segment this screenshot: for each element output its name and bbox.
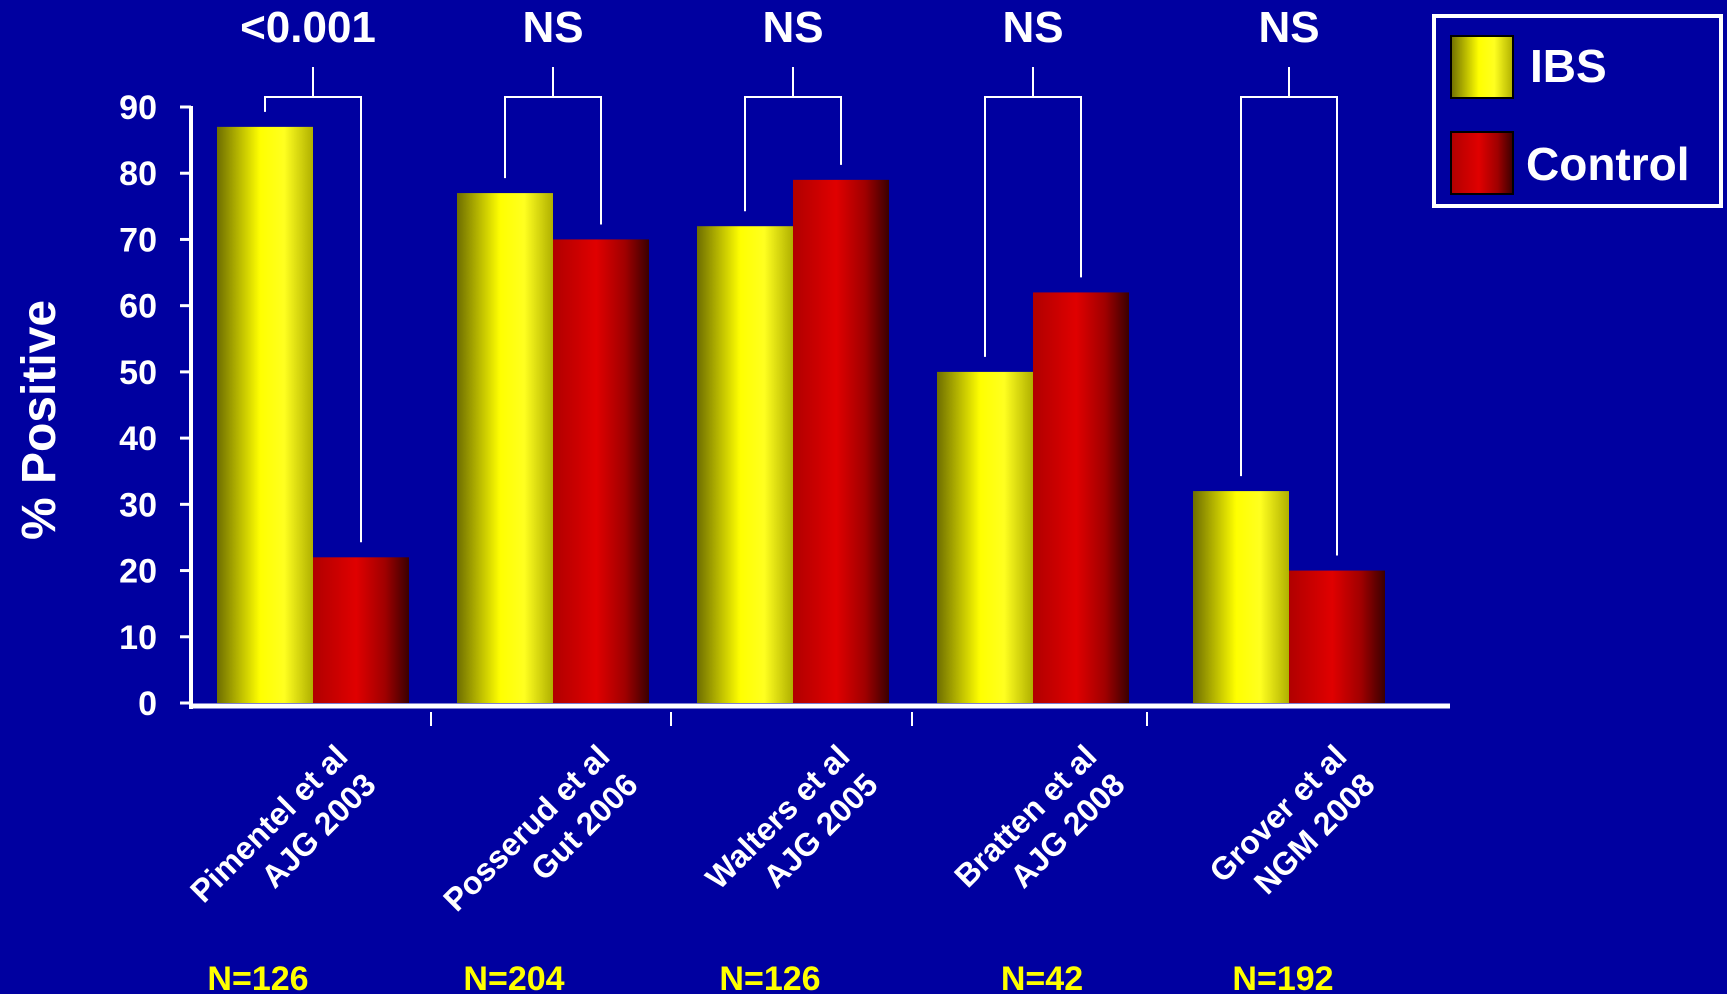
y-tick-label: 30 [119, 486, 157, 524]
bar-control-3 [1033, 292, 1129, 703]
y-axis-ticks: 0 10 20 30 40 50 60 70 80 90 [119, 89, 191, 723]
legend: IBS Control [1432, 14, 1723, 208]
bar-ibs-4 [1193, 491, 1289, 703]
sample-size-label: N=204 [463, 960, 564, 994]
legend-box [1432, 14, 1723, 208]
bar-control-2 [793, 179, 889, 703]
y-tick-label: 80 [119, 155, 157, 193]
y-axis-title: % Positive [13, 300, 66, 540]
bar-control-4 [1289, 570, 1385, 703]
bars [217, 126, 1385, 704]
sample-size-labels: N=126 N=204 N=126 N=42 N=192 [207, 960, 1333, 994]
bar-ibs-3 [937, 371, 1033, 703]
legend-label-control: Control [1526, 138, 1690, 190]
significance-label: NS [1002, 3, 1063, 52]
legend-swatch-control [1450, 131, 1514, 195]
y-tick-label: 0 [138, 685, 157, 723]
significance-label: <0.001 [240, 3, 376, 52]
y-tick-label: 20 [119, 553, 157, 591]
significance-bracket [504, 67, 602, 225]
y-tick-label: 90 [119, 89, 157, 127]
bar-control-1 [553, 239, 649, 703]
significance-label: NS [1258, 3, 1319, 52]
sample-size-label: N=126 [719, 960, 820, 994]
sample-size-label: N=126 [207, 960, 308, 994]
legend-label-ibs: IBS [1530, 40, 1607, 92]
significance-bracket [984, 67, 1082, 357]
significance-label: NS [522, 3, 583, 52]
bar-control-0 [313, 557, 409, 703]
y-tick-label: 40 [119, 420, 157, 458]
significance-bracket [264, 67, 362, 543]
significance-bracket [744, 67, 842, 212]
y-tick-label: 50 [119, 354, 157, 392]
y-tick-label: 60 [119, 288, 157, 326]
bar-ibs-2 [697, 226, 793, 703]
significance-brackets: <0.001 NS NS NS NS [240, 3, 1338, 556]
sample-size-label: N=192 [1232, 960, 1333, 994]
significance-label: NS [762, 3, 823, 52]
axes [189, 106, 1450, 709]
significance-bracket [1240, 67, 1338, 556]
bar-ibs-0 [217, 126, 313, 703]
sample-size-label: N=42 [1001, 960, 1083, 994]
y-tick-label: 70 [119, 221, 157, 259]
x-axis-ticks [430, 712, 1148, 726]
y-tick-label: 10 [119, 619, 157, 657]
bar-ibs-1 [457, 193, 553, 704]
legend-swatch-ibs [1450, 35, 1514, 99]
